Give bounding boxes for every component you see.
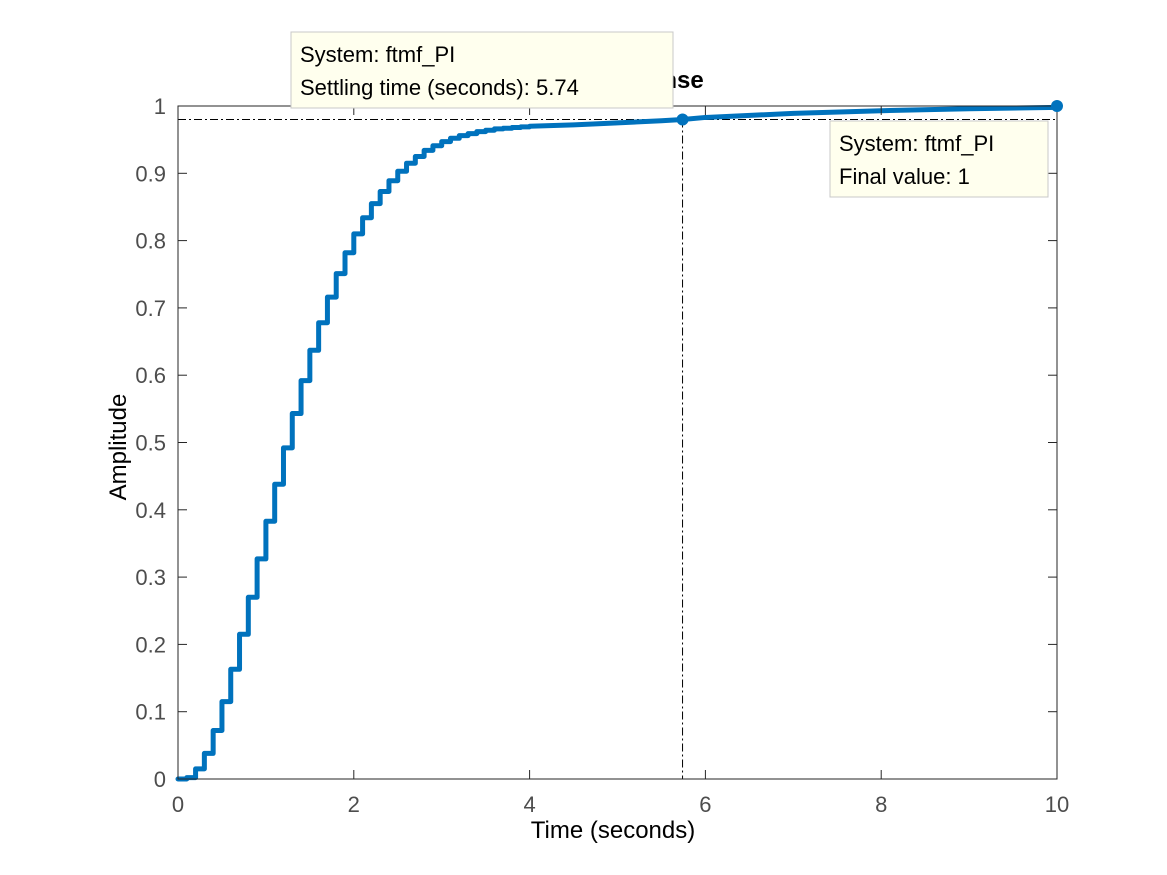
- y-tick-label: 0: [154, 767, 166, 792]
- y-tick-label: 0.1: [135, 700, 166, 725]
- x-tick-label: 10: [1045, 792, 1069, 817]
- x-axis-label: Time (seconds): [531, 817, 695, 844]
- datatip-marker[interactable]: [676, 113, 689, 126]
- x-tick-label: 2: [348, 792, 360, 817]
- series-layer: [175, 104, 1060, 782]
- y-tick-label: 0.3: [135, 565, 166, 590]
- datatip-system-text: System: ftmf_PI: [300, 42, 455, 67]
- y-tick-label: 0.4: [135, 498, 166, 523]
- step-response-line: [175, 104, 1060, 782]
- x-tick-label: 8: [875, 792, 887, 817]
- y-tick-label: 0.9: [135, 161, 166, 186]
- datatip-value-text: Final value: 1: [839, 164, 970, 189]
- y-tick-label: 1: [154, 94, 166, 119]
- y-tick-label: 0.7: [135, 296, 166, 321]
- y-tick-label: 0.8: [135, 229, 166, 254]
- y-tick-label: 0.5: [135, 431, 166, 456]
- datatip-box[interactable]: [829, 120, 1049, 198]
- x-tick-label: 4: [523, 792, 535, 817]
- datatip-box[interactable]: [290, 31, 674, 109]
- x-tick-label: 0: [172, 792, 184, 817]
- datatip-system-text: System: ftmf_PI: [839, 131, 994, 156]
- datatips-layer: System: ftmf_PI Settling time (seconds): …: [290, 31, 1063, 198]
- ticks-layer: 0 2 4 6 8 10 0 0.1 0.2 0.3 0.4 0.5 0.6 0.7 0.8 0.9 1: [135, 94, 1069, 817]
- y-tick-label: 0.2: [135, 632, 166, 657]
- x-tick-label: 6: [699, 792, 711, 817]
- plot-area: [178, 106, 1057, 779]
- y-axis-label: Amplitude: [105, 394, 132, 501]
- datatip-value-text: Settling time (seconds): 5.74: [300, 75, 579, 100]
- datatip-marker[interactable]: [1051, 100, 1063, 112]
- y-tick-label: 0.6: [135, 363, 166, 388]
